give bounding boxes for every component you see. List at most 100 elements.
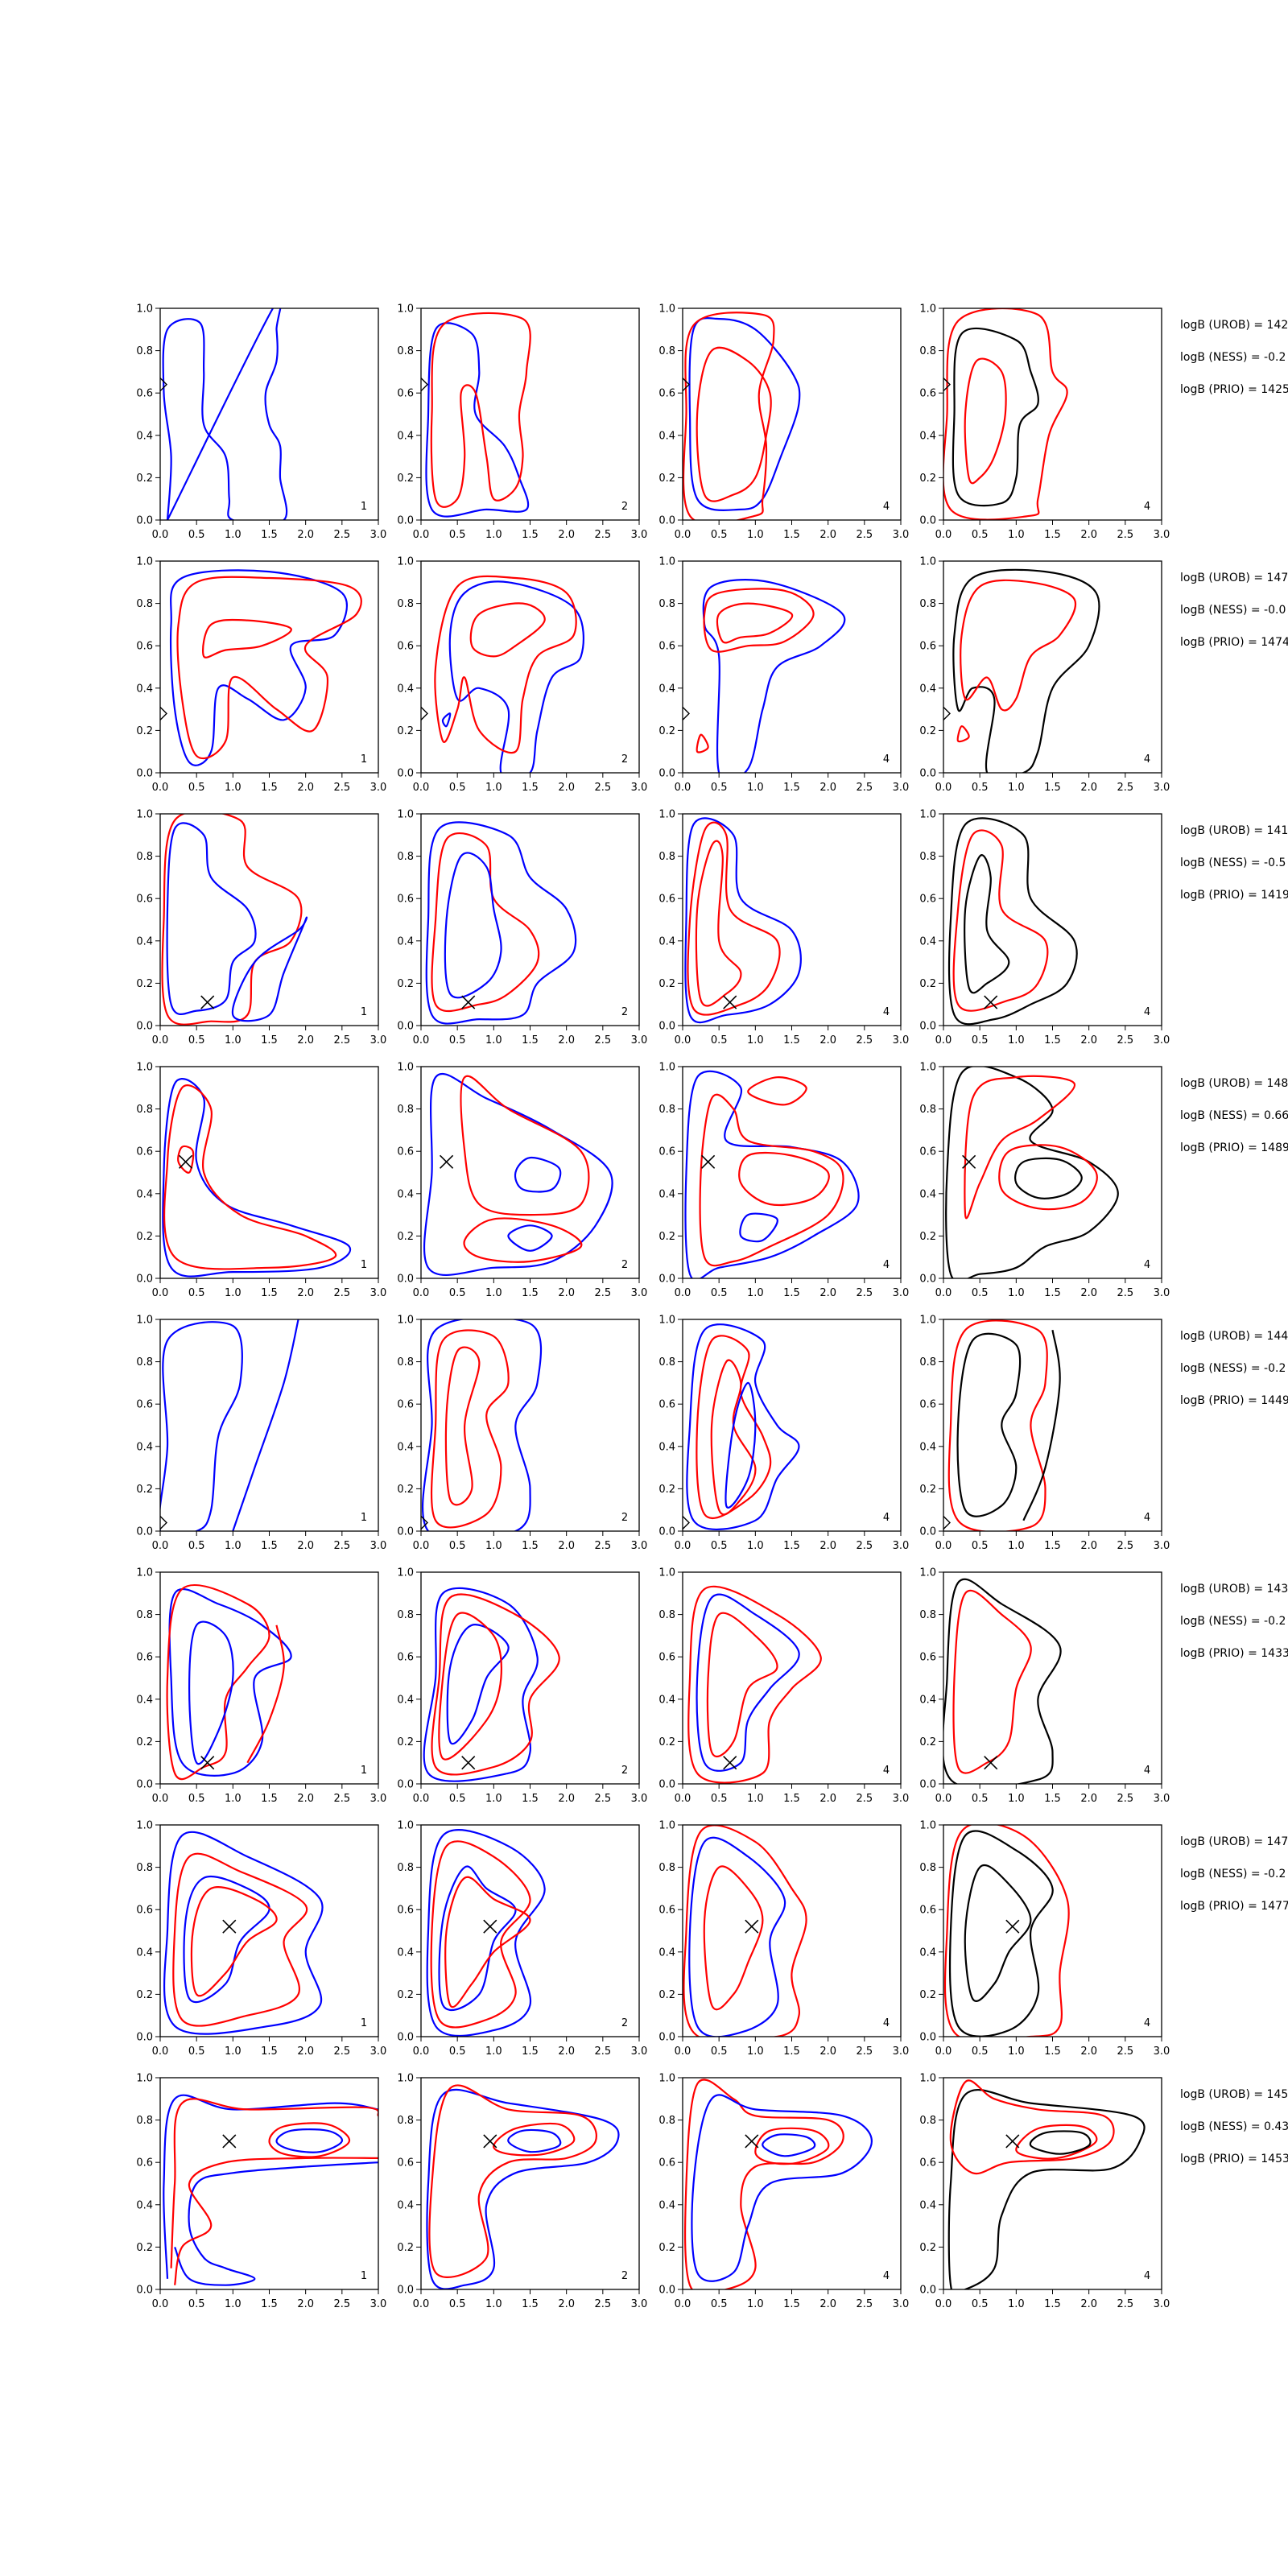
contour-blue-1 <box>688 1836 786 2037</box>
y-tick-label: 0.8 <box>397 851 414 863</box>
x-tick-label: 0.5 <box>188 2298 205 2310</box>
true-value-marker <box>962 1154 976 1169</box>
contour-red-3 <box>706 1612 778 1758</box>
contour-blue-1 <box>163 2094 378 2279</box>
y-tick-label: 0.2 <box>136 1231 153 1243</box>
y-tick-label: 0.8 <box>136 598 153 610</box>
contour-black-3 <box>1014 1157 1083 1199</box>
y-tick-label: 0.0 <box>136 1021 153 1033</box>
x-tick-label: 1.0 <box>225 782 242 794</box>
panel-r5-c1: 0.0 0.5 1.0 1.5 2.0 2.5 3.0 0.0 0.2 0.4 0.6 0.8 1.0 1 <box>136 1315 386 1553</box>
contour-red-3 <box>754 2127 830 2165</box>
true-value-marker <box>179 1154 193 1169</box>
x-tick-label: 1.5 <box>783 1034 800 1046</box>
y-tick-label: 0.4 <box>658 2199 675 2211</box>
panel-label: 2 <box>621 1259 628 1271</box>
y-tick-label: 0.6 <box>919 641 936 653</box>
axes-frame <box>943 1066 1162 1279</box>
x-tick-label: 2.0 <box>1080 529 1097 541</box>
y-tick-label: 0.6 <box>919 1652 936 1664</box>
axes-frame <box>159 813 379 1026</box>
x-tick-label: 1.0 <box>225 1287 242 1299</box>
y-tick-label: 0.8 <box>136 1862 153 1874</box>
x-tick-label: 3.0 <box>893 1287 910 1299</box>
x-tick-label: 1.5 <box>783 529 800 541</box>
logB-line: logB (NESS) = -0.0 <box>1180 604 1286 617</box>
y-tick-label: 0.0 <box>919 2032 936 2044</box>
x-tick-label: 2.0 <box>558 1540 575 1552</box>
contour-red-3 <box>177 1145 195 1174</box>
x-tick-label: 0.0 <box>152 2046 169 2058</box>
y-tick-label: 1.0 <box>658 556 675 568</box>
true-value-marker <box>200 1756 215 1770</box>
contour-red-2 <box>952 829 1049 1012</box>
panel-label: 1 <box>361 1259 367 1271</box>
logB-line: logB (PRIO) = 1425 <box>1180 383 1288 396</box>
y-tick-label: 0.0 <box>136 1779 153 1791</box>
x-tick-label: 0.5 <box>972 2298 989 2310</box>
y-tick-label: 0.0 <box>919 768 936 780</box>
contour-red-1 <box>683 2079 844 2289</box>
y-tick-label: 0.8 <box>136 1609 153 1621</box>
y-tick-label: 0.6 <box>397 2157 414 2169</box>
x-tick-label: 1.0 <box>225 1793 242 1805</box>
contours <box>423 1072 613 1276</box>
y-tick-label: 0.2 <box>919 978 936 990</box>
y-tick-label: 0.0 <box>397 1274 414 1286</box>
y-tick-label: 0.6 <box>397 1399 414 1411</box>
y-tick-label: 0.6 <box>136 641 153 653</box>
y-tick-label: 0.6 <box>136 388 153 400</box>
x-tick-label: 1.0 <box>747 782 764 794</box>
x-tick-label: 1.5 <box>1044 1034 1061 1046</box>
panel-label: 2 <box>621 1512 628 1524</box>
y-tick-label: 0.6 <box>919 1146 936 1158</box>
panel-label: 4 <box>883 1006 890 1018</box>
contour-black-3 <box>1022 1330 1061 1521</box>
contour-black-1 <box>943 1578 1062 1784</box>
y-tick-label: 1.0 <box>136 303 153 316</box>
contours <box>945 1067 1119 1278</box>
x-tick-label: 0.0 <box>152 2298 169 2310</box>
y-tick-label: 1.0 <box>919 809 936 821</box>
panel-r4-c1: 0.0 0.5 1.0 1.5 2.0 2.5 3.0 0.0 0.2 0.4 0.6 0.8 1.0 1 <box>136 1062 386 1300</box>
x-tick-label: 3.0 <box>1154 1540 1170 1552</box>
contours <box>425 821 577 1025</box>
y-tick-label: 1.0 <box>397 303 414 316</box>
x-tick-label: 3.0 <box>370 1287 387 1299</box>
panel-label: 1 <box>361 2270 367 2282</box>
true-value-marker <box>723 995 737 1009</box>
contours <box>952 568 1100 773</box>
y-tick-label: 0.2 <box>658 473 675 485</box>
y-tick-label: 0.8 <box>919 598 936 610</box>
x-tick-label: 0.5 <box>449 2046 466 2058</box>
panel-r5-c3: 0.0 0.5 1.0 1.5 2.0 2.5 3.0 0.0 0.2 0.4 0.6 0.8 1.0 4 <box>658 1315 909 1553</box>
panel-label: 4 <box>1144 1512 1150 1524</box>
contour-blue-2 <box>691 2094 873 2282</box>
axes-frame <box>682 1571 902 1785</box>
y-tick-label: 0.4 <box>397 683 414 695</box>
x-tick-label: 2.5 <box>1117 782 1133 794</box>
y-tick-label: 0.4 <box>397 1946 414 1959</box>
contours <box>943 1578 1062 1784</box>
x-tick-label: 1.0 <box>485 1034 502 1046</box>
x-tick-label: 1.0 <box>747 2298 764 2310</box>
y-tick-label: 0.8 <box>658 1862 675 1874</box>
x-tick-label: 2.5 <box>856 2298 873 2310</box>
contours <box>160 1319 299 1531</box>
x-tick-label: 0.5 <box>449 1540 466 1552</box>
y-tick-label: 0.4 <box>919 1441 936 1453</box>
x-tick-label: 3.0 <box>631 1793 648 1805</box>
x-tick-label: 2.0 <box>819 782 836 794</box>
y-tick-label: 0.8 <box>397 1862 414 1874</box>
x-tick-label: 2.5 <box>1117 1034 1133 1046</box>
y-tick-label: 0.2 <box>658 1736 675 1748</box>
y-tick-label: 0.4 <box>919 1188 936 1200</box>
x-tick-label: 3.0 <box>1154 1793 1170 1805</box>
y-tick-label: 0.2 <box>658 978 675 990</box>
x-tick-label: 3.0 <box>1154 1287 1170 1299</box>
contour-red-1 <box>687 1585 822 1784</box>
x-tick-label: 3.0 <box>631 2298 648 2310</box>
x-tick-label: 2.5 <box>333 1540 350 1552</box>
logB-line: logB (NESS) = 0.66 <box>1180 1109 1288 1122</box>
x-tick-label: 2.0 <box>819 2046 836 2058</box>
